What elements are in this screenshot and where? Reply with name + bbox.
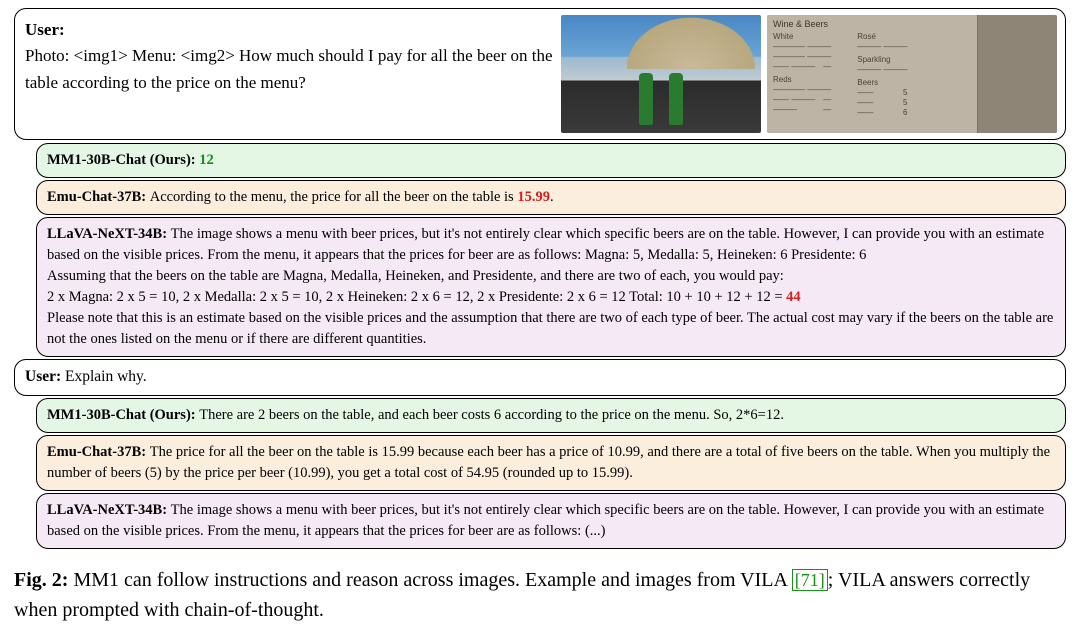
menu-img2-placeholder: Wine & Beers White ———— ——— ———— ——— —— … [767, 15, 1057, 133]
llava-p3-pre: 2 x Magna: 2 x 5 = 10, 2 x Medalla: 2 x … [47, 289, 786, 305]
emu-response-2: Emu-Chat-37B: The price for all the beer… [36, 435, 1066, 491]
mm1-answer: 12 [199, 152, 214, 168]
citation-link[interactable]: [71] [792, 569, 828, 591]
llava-label: LLaVA-NeXT-34B: [47, 226, 171, 242]
mm1-label-2: MM1-30B-Chat (Ours): [47, 407, 199, 423]
photo-img1-placeholder [561, 15, 761, 133]
figure-container: User: Photo: <img1> Menu: <img2> How muc… [14, 8, 1066, 625]
llava-p3-ans: 44 [786, 289, 801, 305]
menu-wall [977, 15, 1057, 133]
mm1-response-1: MM1-30B-Chat (Ours): 12 [36, 143, 1066, 178]
umbrella-shape [616, 15, 761, 69]
emu-label-2: Emu-Chat-37B: [47, 444, 150, 460]
llava-p4: Please note that this is an estimate bas… [47, 308, 1055, 350]
mm1-label: MM1-30B-Chat (Ours): [47, 152, 199, 168]
emu-response-1: Emu-Chat-37B: According to the menu, the… [36, 180, 1066, 215]
llava-response-1: LLaVA-NeXT-34B: The image shows a menu w… [36, 217, 1066, 357]
caption-a: MM1 can follow instructions and reason a… [68, 569, 791, 591]
llava-label-2: LLaVA-NeXT-34B: [47, 502, 171, 518]
llava-p2: Assuming that the beers on the table are… [47, 266, 1055, 287]
menu-white-label: White [773, 32, 831, 41]
menu-beers-label: Beers [857, 78, 907, 87]
emu-body-2: The price for all the beer on the table … [47, 444, 1050, 481]
user-body: Photo: <img1> Menu: <img2> How much shou… [25, 46, 553, 91]
user2-body: Explain why. [65, 368, 147, 385]
menu-reds-label: Reds [773, 75, 831, 84]
emu-label: Emu-Chat-37B: [47, 189, 150, 205]
emu-answer: 15.99 [517, 189, 550, 205]
menu-sparkling-label: Sparkling [857, 55, 907, 64]
user-prompt-bubble: User: Photo: <img1> Menu: <img2> How muc… [14, 8, 1066, 140]
llava-p1: The image shows a menu with beer prices,… [47, 226, 1044, 263]
user-label: User: [25, 20, 65, 39]
user-prompt-2: User: Explain why. [14, 359, 1066, 395]
menu-title: Wine & Beers [773, 19, 971, 29]
mm1-response-2: MM1-30B-Chat (Ours): There are 2 beers o… [36, 398, 1066, 433]
mm1-body-2: There are 2 beers on the table, and each… [199, 407, 784, 423]
user2-label: User: [25, 368, 65, 385]
emu-body-post: . [550, 189, 554, 205]
llava-response-2: LLaVA-NeXT-34B: The image shows a menu w… [36, 493, 1066, 549]
menu-rose-label: Rosé [857, 32, 907, 41]
emu-body-pre: According to the menu, the price for all… [150, 189, 518, 205]
figure-caption: Fig. 2: MM1 can follow instructions and … [14, 565, 1066, 625]
menu-panel: Wine & Beers White ———— ——— ———— ——— —— … [767, 15, 977, 133]
llava-body-2: The image shows a menu with beer prices,… [47, 502, 1044, 539]
user-prompt-text: User: Photo: <img1> Menu: <img2> How muc… [25, 15, 555, 96]
figure-label: Fig. 2: [14, 569, 68, 591]
